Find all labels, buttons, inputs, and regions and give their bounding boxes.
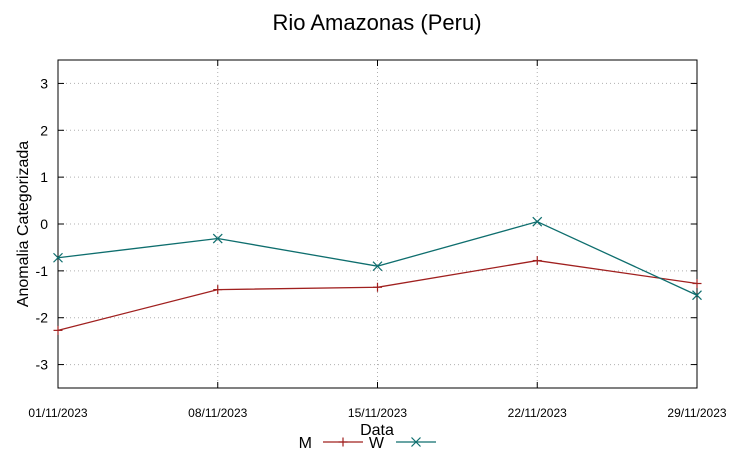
y-axis-ticks: -3 -2 -1 0 1 2 3: [36, 75, 697, 373]
y-tick-label: 0: [40, 216, 48, 232]
y-tick-label: 3: [40, 75, 48, 91]
grid-lines: [58, 60, 697, 388]
x-tick-label: 22/11/2023: [508, 406, 567, 420]
y-tick-label: -2: [36, 310, 49, 326]
legend-marker-m: [338, 437, 348, 447]
data-point-w: [53, 252, 63, 263]
data-point-m: [373, 282, 382, 292]
x-tick-label: 08/11/2023: [188, 406, 247, 420]
x-tick-label: 15/11/2023: [348, 406, 407, 420]
x-axis-label: Data: [360, 422, 394, 439]
x-tick-label: 29/11/2023: [667, 406, 726, 420]
data-point-m: [53, 325, 63, 335]
legend-label-w: W: [369, 435, 385, 452]
y-axis-label: Anomalia Categorizada: [15, 141, 32, 307]
data-point-m: [213, 285, 223, 295]
data-point-m: [692, 279, 702, 289]
chart-title: Rio Amazonas (Peru): [272, 10, 481, 35]
y-tick-label: 1: [40, 169, 48, 185]
x-tick-label: 01/11/2023: [28, 406, 87, 420]
legend-marker-w: [411, 437, 421, 447]
series-line-m: [57, 259, 698, 331]
data-point-m: [532, 256, 542, 266]
data-point-w: [212, 233, 223, 244]
y-tick-label: -3: [36, 357, 49, 373]
data-point-w: [692, 290, 702, 301]
x-axis-ticks: 01/11/2023 08/11/2023 15/11/2023 22/11/2023…: [28, 60, 727, 420]
y-tick-label: -1: [36, 263, 49, 279]
series-lines: [53, 216, 702, 335]
data-point-w: [532, 216, 543, 227]
data-point-w: [372, 261, 383, 272]
legend-label-m: M: [299, 435, 312, 452]
y-tick-label: 2: [40, 122, 48, 138]
